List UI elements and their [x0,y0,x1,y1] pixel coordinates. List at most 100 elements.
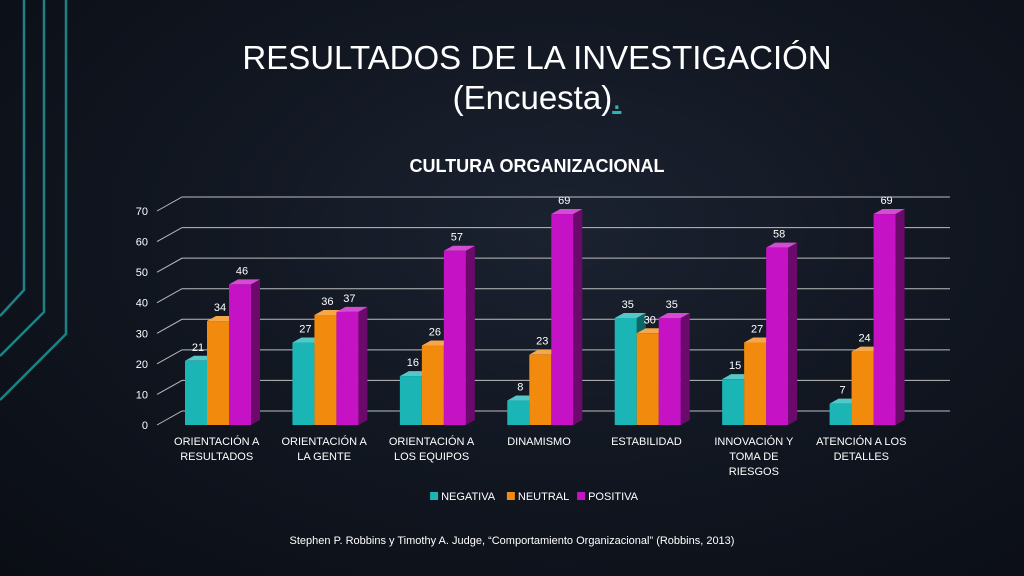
gridline [156,349,950,365]
data-label: 23 [536,336,548,348]
bar-top [873,209,905,215]
citation: Stephen P. Robbins y Timothy A. Judge, “… [289,535,735,547]
x-tick-label: TOMA DE [729,451,778,463]
title-dot-link[interactable]: . [612,79,622,116]
data-label: 30 [644,314,656,326]
x-tick-label: ATENCIÓN A LOS [816,435,906,448]
data-label: 27 [751,323,763,335]
bar-neutral[interactable] [314,314,337,425]
data-label: 21 [192,342,204,354]
data-label: 34 [214,302,226,314]
y-tick-label: 60 [136,237,148,249]
title-line-1: RESULTADOS DE LA INVESTIGACIÓN [242,39,832,76]
x-tick-label: DETALLES [834,451,889,463]
legend-swatch-neutral [506,492,515,500]
bar-side [358,306,368,425]
bar-neutral[interactable] [529,354,552,425]
bar-top [551,209,583,215]
bar-negativa[interactable] [829,403,852,425]
bar-top [614,313,646,318]
bar-top [443,245,475,251]
bar-side [251,279,260,425]
bar-positiva[interactable] [229,284,251,425]
bar-neutral[interactable] [207,321,229,425]
data-label: 35 [666,299,678,311]
data-label: 16 [407,357,419,369]
bar-positiva[interactable] [336,311,359,425]
legend-label: POSITIVA [588,491,639,503]
legend-label: NEUTRAL [518,491,569,503]
x-tick-label: ORIENTACIÓN A [281,435,367,448]
bar-negativa[interactable] [292,342,315,425]
data-label: 27 [299,323,311,335]
bar-negativa[interactable] [507,400,530,425]
bar-side [573,209,583,425]
x-tick-label: RIESGOS [729,466,779,478]
data-label: 46 [236,265,248,277]
x-tick-label: LOS EQUIPOS [394,451,469,463]
bar-side [680,313,690,425]
legend-swatch-negativa [430,492,439,500]
x-tick-label: ORIENTACIÓN A [389,435,475,448]
bar-neutral[interactable] [851,351,874,425]
bar-neutral[interactable] [421,345,444,425]
legend-swatch-positiva [577,492,586,500]
title-subtitle: (Encuesta) [452,79,613,116]
bar-positiva[interactable] [443,250,466,425]
bar-positiva[interactable] [873,214,896,425]
bar-top [658,313,690,318]
data-label: 7 [840,385,846,397]
bar-positiva[interactable] [551,214,574,425]
bar-negativa[interactable] [185,360,207,425]
gridline [156,318,950,334]
bar-side [895,209,905,425]
data-label: 35 [622,299,634,311]
y-tick-label: 30 [136,328,148,340]
bar-top [766,242,798,248]
data-label: 37 [343,293,355,305]
y-tick-label: 40 [136,298,148,310]
data-label: 24 [858,333,870,345]
y-tick-label: 10 [136,389,148,401]
bar-top [336,306,368,312]
x-tick-label: ESTABILIDAD [611,436,682,448]
y-tick-label: 50 [136,267,148,279]
data-label: 69 [880,195,892,207]
bar-positiva[interactable] [766,247,789,425]
bar-side [465,245,475,425]
data-label: 26 [429,327,441,339]
data-label: 36 [321,296,333,308]
bar-negativa[interactable] [614,318,637,425]
gridline [156,257,950,273]
title-line-2: (Encuesta). [200,78,874,118]
bar-negativa[interactable] [399,376,422,425]
data-label: 8 [517,382,523,394]
data-label: 58 [773,229,785,241]
bar-neutral[interactable] [636,333,659,425]
gridline [156,379,950,395]
data-label: 15 [729,360,741,372]
slide-title: RESULTADOS DE LA INVESTIGACIÓN (Encuesta… [200,38,874,118]
gridline [156,196,950,212]
bar-negativa[interactable] [722,379,745,425]
y-tick-label: 20 [136,359,148,371]
bar-side [788,242,798,425]
legend-label: NEGATIVA [441,491,496,503]
x-tick-label: INNOVACIÓN Y [714,435,794,448]
y-tick-label: 0 [142,420,148,432]
bar-positiva[interactable] [658,318,681,425]
bar-top [229,279,260,285]
y-tick-label: 70 [136,206,148,218]
gridline [156,227,950,243]
bar-neutral[interactable] [744,342,767,425]
data-label: 57 [451,232,463,244]
x-tick-label: ORIENTACIÓN A [174,435,260,448]
x-tick-label: LA GENTE [297,451,351,463]
x-tick-label: RESULTADOS [180,451,253,463]
gridline [156,410,950,426]
data-label: 69 [558,195,570,207]
gridline [156,288,950,304]
chart-title: CULTURA ORGANIZACIONAL [410,156,665,176]
